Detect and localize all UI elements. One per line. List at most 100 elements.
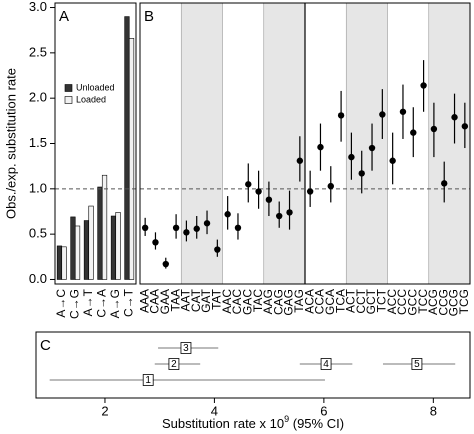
x-tick-label: TAG	[292, 289, 306, 313]
bar	[128, 38, 135, 280]
x-tick-label: C→A	[94, 289, 108, 318]
x-tick-label: CCA	[313, 289, 327, 314]
point	[399, 108, 407, 115]
point	[193, 225, 200, 232]
point	[368, 144, 376, 152]
x-tick-label: ACT	[344, 288, 358, 313]
point	[276, 212, 283, 220]
point	[348, 153, 355, 161]
point	[327, 182, 334, 190]
panel-label: A	[59, 8, 69, 25]
x-axis-title-superscript: 9	[284, 414, 289, 424]
x-tick-label: AAA	[137, 289, 151, 313]
point	[420, 82, 427, 89]
x-tick-label: GCG	[447, 289, 461, 316]
x-tick-label: CAC	[230, 289, 244, 315]
legend-label: Loaded	[76, 94, 106, 104]
x-tick-label: AAC	[220, 289, 234, 314]
point	[337, 112, 345, 119]
x-tick-label: ACC	[385, 289, 399, 315]
x-tick-label: AAG	[261, 289, 275, 314]
point	[214, 246, 221, 253]
bar	[61, 246, 67, 280]
panel-frame	[139, 2, 471, 285]
bar	[101, 174, 108, 280]
y-tick-label: 1.0	[29, 180, 47, 195]
point	[430, 125, 438, 133]
x-tick-label: CCC	[395, 289, 409, 315]
x-tick-label: TAT	[210, 288, 224, 310]
x-tick-label: GCC	[405, 289, 419, 316]
x-tick-label: TCT	[375, 288, 389, 312]
estimate-box	[168, 358, 180, 370]
point	[172, 224, 180, 231]
y-tick-label: 2.0	[29, 90, 47, 105]
shaded-band	[263, 2, 306, 285]
panel-frame	[54, 2, 137, 285]
x-tick-label: CAT	[189, 288, 203, 312]
y-tick-label: 2.5	[29, 44, 47, 59]
x-tick-label: GCA	[323, 289, 337, 315]
y-tick-label: 0.0	[29, 271, 47, 286]
point	[410, 129, 417, 136]
point	[224, 211, 231, 218]
x-tick-label: TCC	[416, 289, 430, 314]
panel-frame	[35, 331, 471, 399]
y-tick-label: 3.0	[29, 0, 47, 14]
shaded-band	[180, 2, 223, 285]
x-axis-title: Substitution rate x 109 (95% CI)	[162, 414, 344, 431]
bar	[124, 16, 130, 280]
x-tick-label: CAA	[148, 289, 162, 314]
shaded-band	[428, 2, 471, 285]
estimate-label: 2	[171, 359, 177, 370]
x-tick-label: 8	[430, 403, 437, 418]
point	[317, 143, 324, 151]
point	[358, 170, 365, 177]
bar	[83, 220, 90, 280]
x-tick-label: CAG	[271, 289, 285, 315]
x-tick-label: CCT	[354, 288, 368, 313]
x-tick-label: A→G	[108, 289, 122, 318]
panel-label: C	[40, 337, 51, 354]
estimate-box	[320, 358, 332, 370]
point	[141, 224, 149, 231]
x-tick-label: C→T	[121, 288, 135, 317]
bar	[97, 186, 103, 280]
legend-swatch	[64, 96, 73, 104]
shaded-band	[345, 2, 388, 285]
point	[379, 111, 386, 118]
y-tick-label: 1.5	[29, 135, 47, 150]
point	[286, 209, 293, 216]
point	[265, 196, 273, 203]
x-tick-label: GAA	[158, 289, 172, 314]
estimate-box	[142, 374, 154, 386]
point	[441, 180, 448, 187]
x-tick-label: C→G	[67, 289, 81, 319]
x-tick-label: TCG	[457, 289, 471, 314]
point	[245, 181, 252, 188]
x-tick-label: TAC	[251, 289, 265, 312]
x-tick-label: TCA	[333, 289, 347, 313]
x-tick-label: 2	[101, 403, 108, 418]
bar	[115, 212, 121, 280]
estimate-box	[411, 358, 423, 370]
x-axis-title-part: (95% CI)	[289, 416, 344, 431]
bar	[70, 216, 76, 280]
x-tick-label: A→C	[54, 289, 68, 318]
x-tick-label: 6	[320, 403, 327, 418]
y-axis-title: Obs./exp. substitution rate	[3, 68, 18, 219]
x-tick-label: AAT	[179, 288, 193, 311]
bar	[88, 205, 94, 280]
panel-label: B	[144, 8, 154, 25]
x-tick-label: GAG	[282, 289, 296, 316]
y-tick-label: 0.5	[29, 226, 47, 241]
estimate-label: 5	[414, 359, 420, 370]
legend-label: Unloaded	[76, 82, 115, 92]
x-axis-title-part: Substitution rate x 10	[162, 416, 284, 431]
x-tick-label: TAA	[168, 289, 182, 311]
estimate-label: 4	[323, 359, 329, 370]
bar	[56, 245, 63, 280]
point	[183, 229, 190, 236]
